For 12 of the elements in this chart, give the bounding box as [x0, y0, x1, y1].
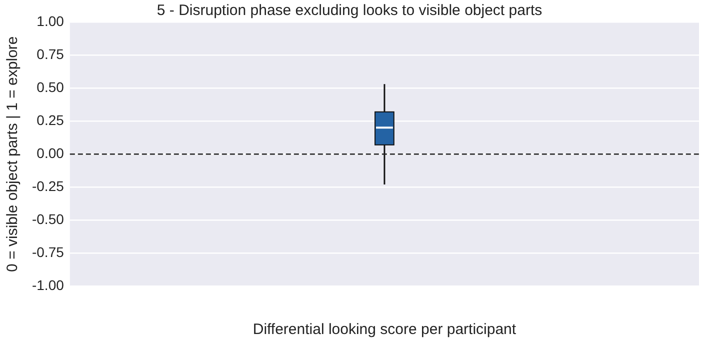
y-tick-label: 0.75: [36, 46, 64, 62]
y-axis-title: 0 = visible object parts | 1 = explore: [4, 36, 22, 272]
y-tick-label: -0.75: [32, 244, 64, 260]
y-tick-label: 0.00: [36, 144, 64, 161]
chart-title: 5 - Disruption phase excluding looks to visible object parts: [156, 2, 542, 20]
y-tick-label: 0.25: [36, 112, 64, 128]
y-tick-label: 1.00: [36, 12, 64, 29]
y-tick-label: -1.00: [32, 277, 64, 294]
y-tick-label: -0.50: [32, 211, 64, 228]
y-tick-label: -0.25: [32, 178, 64, 194]
x-axis-title: Differential looking score per participant: [252, 321, 517, 338]
y-tick-label: 0.50: [36, 78, 64, 95]
